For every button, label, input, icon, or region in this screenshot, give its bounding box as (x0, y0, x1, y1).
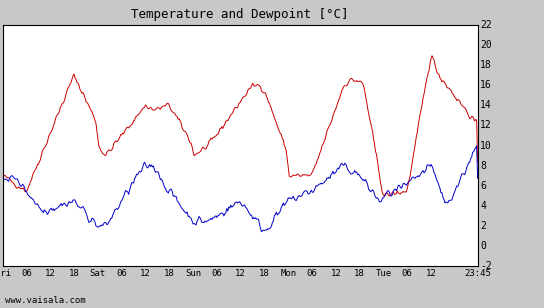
Text: www.vaisala.com: www.vaisala.com (5, 296, 86, 305)
Text: 12: 12 (330, 270, 341, 278)
Text: Tue: Tue (375, 270, 392, 278)
Text: 18: 18 (354, 270, 365, 278)
Text: 22: 22 (480, 20, 492, 30)
Text: 18: 18 (259, 270, 270, 278)
Text: 12: 12 (480, 120, 492, 130)
Text: Sat: Sat (90, 270, 106, 278)
Text: 8: 8 (480, 161, 486, 171)
Text: 06: 06 (307, 270, 318, 278)
Text: 20: 20 (480, 40, 492, 50)
Text: Temperature and Dewpoint [°C]: Temperature and Dewpoint [°C] (131, 8, 348, 21)
Text: 4: 4 (480, 201, 486, 211)
Text: 12: 12 (425, 270, 436, 278)
Text: 18: 18 (69, 270, 79, 278)
Text: 2: 2 (480, 221, 486, 231)
Text: Mon: Mon (280, 270, 296, 278)
Text: 12: 12 (45, 270, 55, 278)
Text: 06: 06 (212, 270, 222, 278)
Text: 06: 06 (116, 270, 127, 278)
Text: 16: 16 (480, 80, 492, 90)
Text: 23:45: 23:45 (464, 270, 491, 278)
Text: -2: -2 (480, 261, 492, 271)
Text: 14: 14 (480, 100, 492, 110)
Text: 18: 18 (480, 60, 492, 70)
Text: 6: 6 (480, 181, 486, 191)
Text: Sun: Sun (185, 270, 201, 278)
Text: 0: 0 (480, 241, 486, 251)
Text: Fri: Fri (0, 270, 11, 278)
Text: 10: 10 (480, 140, 492, 151)
Text: 12: 12 (140, 270, 151, 278)
Text: 18: 18 (164, 270, 175, 278)
Text: 06: 06 (402, 270, 412, 278)
Text: 12: 12 (236, 270, 246, 278)
Text: 06: 06 (21, 270, 32, 278)
